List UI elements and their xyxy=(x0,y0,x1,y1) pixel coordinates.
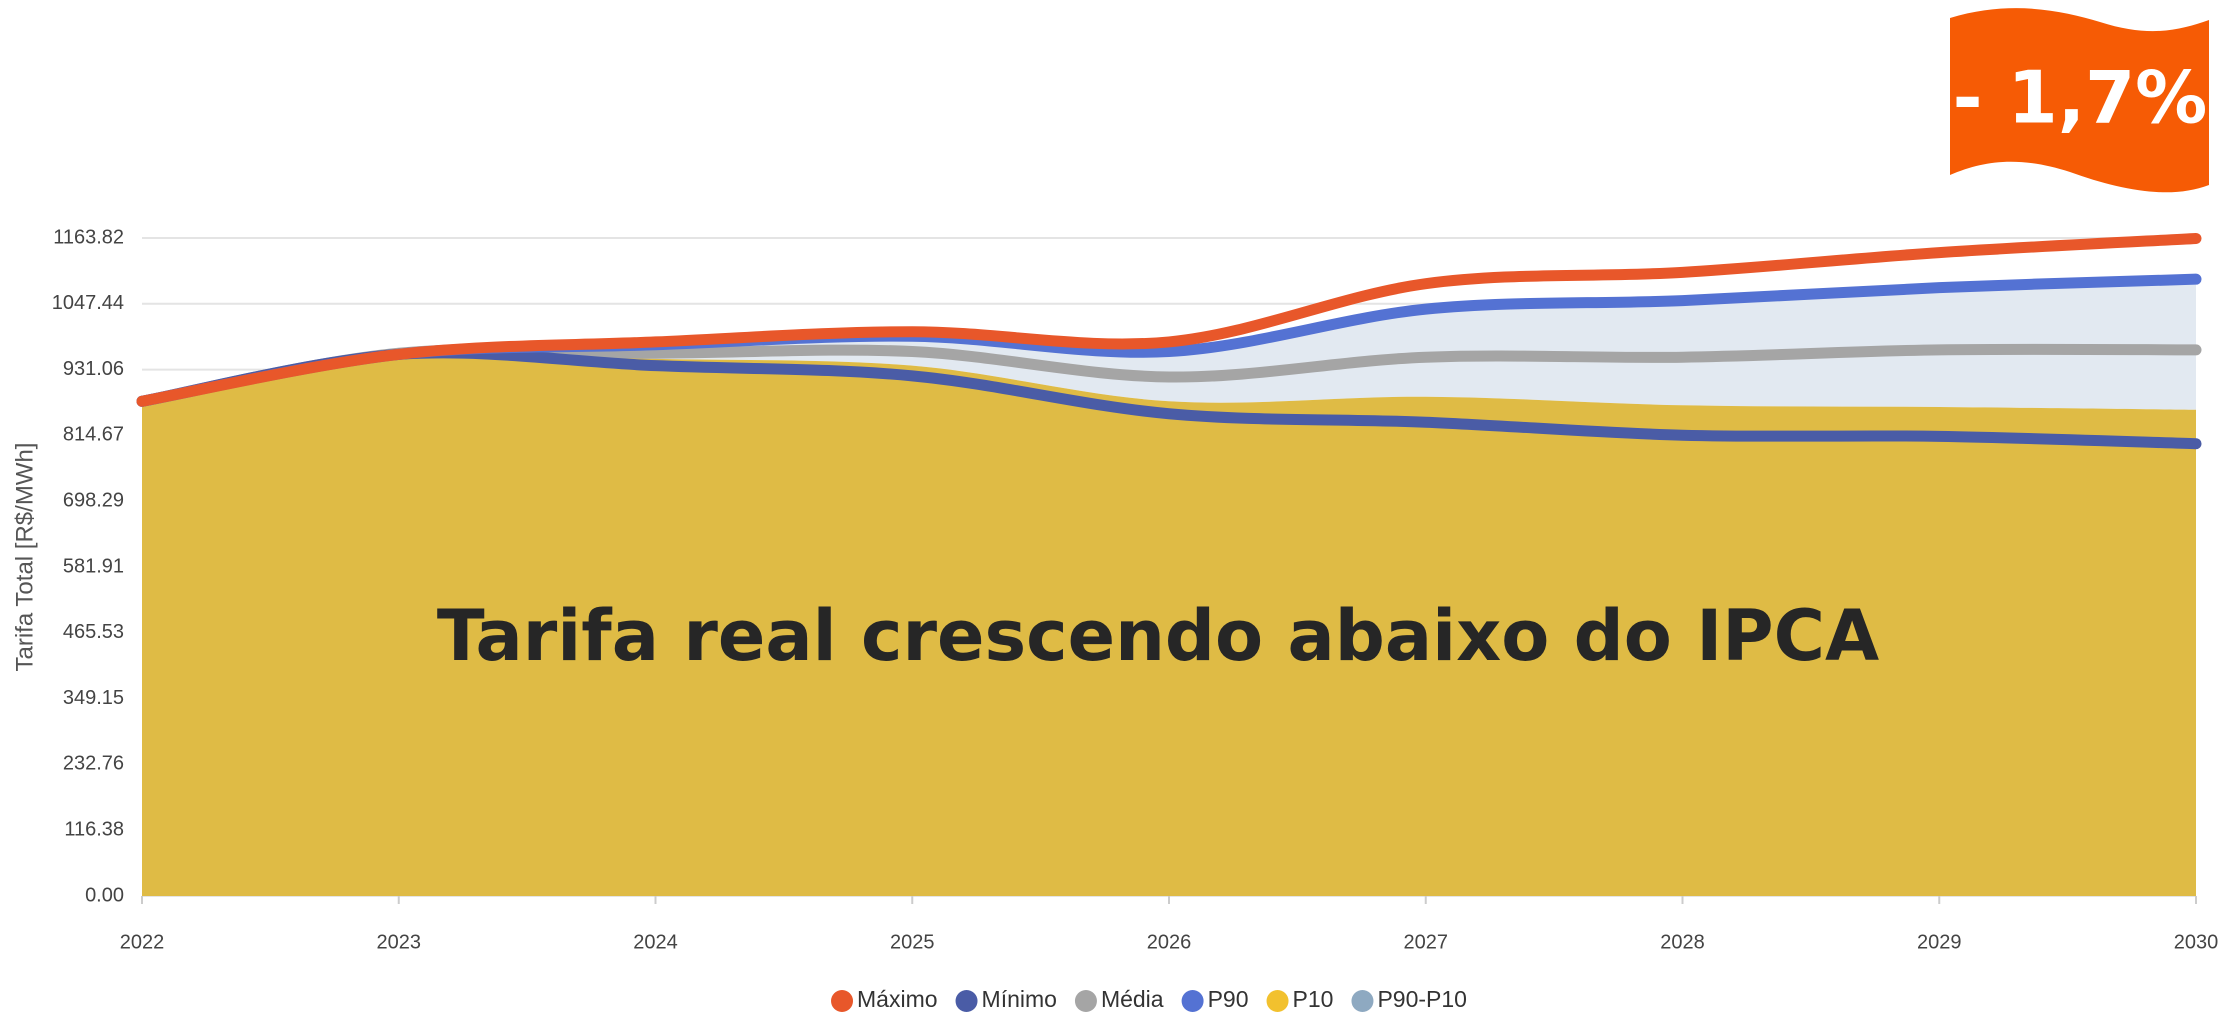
legend-marker xyxy=(831,990,854,1012)
series-line xyxy=(136,232,2202,407)
legend-label: Média xyxy=(1101,986,1164,1012)
badge-text: - 1,7% xyxy=(1953,56,2208,140)
legend-label: P90-P10 xyxy=(1377,986,1467,1012)
legend: Máximo Mínimo Média P90 P10 P90-P10 xyxy=(831,986,1467,1012)
x-tick-label: 2024 xyxy=(633,931,678,953)
x-tick-label: 2030 xyxy=(2174,931,2219,953)
y-tick-label: 1047.44 xyxy=(52,292,124,314)
y-tick-label: 232.76 xyxy=(63,753,124,775)
x-tick-label: 2029 xyxy=(1917,931,1962,953)
x-tick-label: 2022 xyxy=(120,931,165,953)
y-tick-label: 1163.82 xyxy=(53,226,124,248)
legend-marker xyxy=(1074,990,1097,1012)
band-area xyxy=(142,279,2196,410)
x-tick-label: 2028 xyxy=(1660,931,1705,953)
x-tick-label: 2027 xyxy=(1404,931,1449,953)
y-tick-label: 0.00 xyxy=(85,884,124,906)
legend-label: P10 xyxy=(1293,986,1334,1012)
y-tick-label: 465.53 xyxy=(63,621,124,643)
y-tick-label: 814.67 xyxy=(63,424,124,446)
legend-marker xyxy=(955,990,978,1012)
legend-label: Máximo xyxy=(857,986,938,1012)
legend-label: Mínimo xyxy=(982,986,1057,1012)
legend-marker xyxy=(1181,990,1204,1012)
x-tick-label: 2025 xyxy=(890,931,935,953)
x-tick-label: 2026 xyxy=(1147,931,1192,953)
annotation: Tarifa real crescendo abaixo do IPCA xyxy=(437,595,1879,677)
badge-shape xyxy=(1950,8,2209,193)
y-tick-label: 581.91 xyxy=(63,555,124,577)
y-tick-label: 931.06 xyxy=(63,358,124,380)
x-tick-label: 2023 xyxy=(377,931,422,953)
p10-area xyxy=(142,351,2196,896)
legend-marker xyxy=(1266,990,1289,1012)
legend-marker xyxy=(1351,990,1374,1012)
legend-label: P90 xyxy=(1208,986,1249,1012)
y-tick-label: 349.15 xyxy=(63,687,124,709)
y-tick-label: 116.38 xyxy=(64,818,124,840)
y-axis-label: Tarifa Total [R$/MWh] xyxy=(11,443,38,672)
y-tick-label: 698.29 xyxy=(63,489,124,511)
